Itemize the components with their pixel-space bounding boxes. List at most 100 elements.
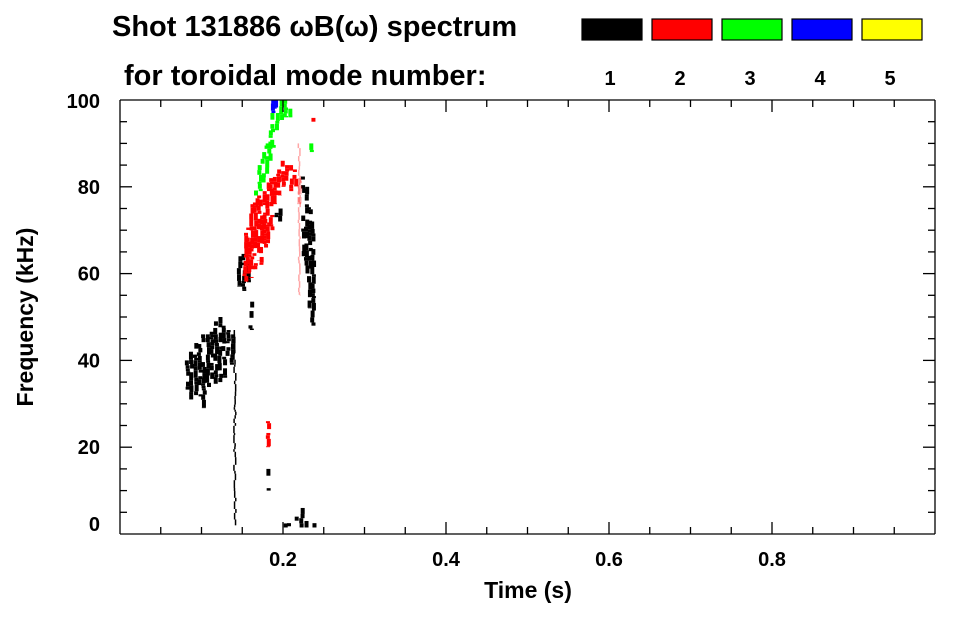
spectrum-mark-mode-1 <box>199 370 203 373</box>
spectrum-mark-mode-1 <box>305 204 309 207</box>
spectrum-mark-mode-2 <box>259 263 263 265</box>
spectrum-mark-mode-2 <box>262 236 266 239</box>
spectrum-mark-mode-1 <box>235 498 237 501</box>
spectrum-mark-mode-1 <box>238 281 242 286</box>
spectrum-mark-mode-1 <box>201 362 205 367</box>
spectrum-mark-mode-3 <box>276 113 280 121</box>
spectrum-mark-mode-2 <box>269 178 273 182</box>
spectrum-mark-mode-1 <box>305 194 309 196</box>
spectrum-mark-mode-1 <box>274 215 278 217</box>
spectrum-mark-mode-1 <box>210 363 214 366</box>
spectrum-mark-mode-2 <box>298 212 300 220</box>
spectrum-mark-mode-1 <box>223 368 227 375</box>
spectrum-mark-mode-1 <box>227 338 231 341</box>
spectrum-mark-mode-1 <box>223 375 227 377</box>
spectrum-mark-mode-1 <box>301 216 305 221</box>
spectrum-mark-mode-1 <box>304 243 308 250</box>
spectrum-mark-mode-2 <box>277 191 281 196</box>
spectrum-mark-mode-3 <box>270 113 274 120</box>
spectrum-mark-mode-4 <box>274 100 278 108</box>
spectrum-mark-mode-1 <box>234 330 236 337</box>
spectrum-mark-mode-1 <box>214 321 218 325</box>
spectrum-mark-mode-2 <box>264 244 268 248</box>
spectrum-mark-mode-3 <box>258 182 262 184</box>
spectrum-mark-mode-2 <box>262 229 266 233</box>
spectrum-mark-mode-1 <box>217 356 221 363</box>
spectrum-mark-mode-1 <box>234 396 236 399</box>
spectrum-mark-mode-2 <box>299 223 301 229</box>
spectrum-mark-mode-1 <box>234 488 236 491</box>
spectrum-mark-mode-2 <box>244 233 248 236</box>
spectrum-mark-mode-3 <box>265 160 269 168</box>
spectrum-mark-mode-1 <box>206 369 210 376</box>
spectrum-mark-mode-3 <box>309 143 313 150</box>
spectrum-mark-mode-3 <box>261 159 265 164</box>
spectrum-mark-mode-1 <box>242 289 246 291</box>
y-axis-label: Frequency (kHz) <box>12 228 38 407</box>
legend-label-3: 3 <box>744 68 755 90</box>
spectrum-mark-mode-1 <box>201 395 205 400</box>
spectrum-mark-mode-3 <box>267 149 271 154</box>
spectrum-mark-mode-1 <box>234 513 236 520</box>
spectrum-mark-mode-2 <box>292 175 296 179</box>
spectrum-mark-mode-1 <box>206 334 210 342</box>
spectrum-mark-mode-2 <box>267 439 271 446</box>
spectrum-mark-mode-1 <box>206 360 210 362</box>
spectrum-mark-mode-2 <box>270 226 274 230</box>
y-tick-label: 80 <box>78 177 100 199</box>
spectrum-mark-mode-2 <box>266 239 270 243</box>
spectrum-mark-mode-1 <box>305 187 309 195</box>
spectrum-mark-mode-1 <box>189 372 193 380</box>
legend-label-1: 1 <box>604 68 615 90</box>
spectrum-mark-mode-1 <box>194 371 198 378</box>
spectrum-mark-mode-1 <box>311 236 315 241</box>
spectrum-mark-mode-1 <box>189 392 193 394</box>
spectrum-mark-mode-2 <box>254 263 258 266</box>
spectrum-mark-mode-1 <box>213 354 217 361</box>
spectrum-mark-mode-2 <box>249 259 253 265</box>
spectrum-mark-mode-1 <box>234 415 236 418</box>
y-tick-label: 60 <box>78 264 100 286</box>
spectrum-mark-mode-1 <box>202 377 206 383</box>
spectrum-mark-mode-1 <box>234 410 236 412</box>
spectrum-mark-mode-1 <box>211 339 215 345</box>
spectrum-mark-mode-2 <box>277 169 281 173</box>
spectrum-mark-mode-1 <box>311 249 315 255</box>
spectrum-mark-mode-1 <box>209 349 213 353</box>
legend-label-4: 4 <box>814 68 826 90</box>
spectrum-mark-mode-1 <box>304 227 308 232</box>
spectrum-mark-mode-1 <box>213 328 217 334</box>
spectrum-mark-mode-1 <box>233 426 235 433</box>
spectrum-mark-mode-1 <box>222 328 226 333</box>
spectrum-mark-mode-3 <box>258 165 262 170</box>
spectrum-mark-mode-2 <box>263 191 267 195</box>
spectrum-mark-mode-2 <box>289 165 293 171</box>
spectrum-mark-mode-1 <box>201 334 205 338</box>
spectrum-mark-mode-2 <box>266 446 270 447</box>
spectrum-mark-mode-3 <box>258 184 262 189</box>
spectrum-mark-mode-2 <box>285 165 289 169</box>
spectrum-mark-mode-2 <box>276 182 280 187</box>
spectrum-mark-mode-1 <box>311 289 315 294</box>
x-tick-label: 0.2 <box>269 549 297 571</box>
spectrum-mark-mode-1 <box>234 360 236 365</box>
spectrum-mark-mode-2 <box>270 215 274 217</box>
spectrum-mark-mode-1 <box>250 311 254 318</box>
spectrum-mark-mode-2 <box>250 256 254 259</box>
spectrum-mark-mode-1 <box>202 338 206 342</box>
spectrum-mark-mode-1 <box>279 209 283 216</box>
spectrum-mark-mode-1 <box>278 216 282 222</box>
spectrum-mark-mode-2 <box>298 229 300 236</box>
spectrum-mark-mode-1 <box>305 197 309 201</box>
spectrum-mark-mode-1 <box>300 523 304 527</box>
spectrum-mark-mode-2 <box>260 257 264 263</box>
spectrum-mark-mode-1 <box>235 392 237 396</box>
spectrum-mark-mode-1 <box>218 317 222 323</box>
spectrum-mark-mode-1 <box>210 372 214 378</box>
spectrum-mark-mode-1 <box>235 452 237 457</box>
spectrum-mark-mode-3 <box>288 114 292 117</box>
legend-swatch-2 <box>652 19 712 40</box>
spectrum-mark-mode-1 <box>194 391 198 395</box>
spectrum-mark-mode-1 <box>201 383 205 385</box>
